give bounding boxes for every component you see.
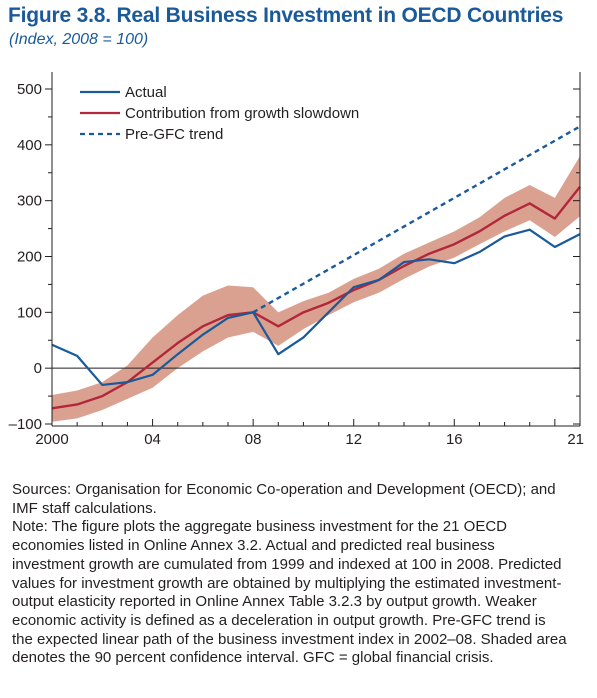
legend-label: Actual <box>125 84 167 101</box>
note-text: Note: The figure plots the aggregate bus… <box>12 518 567 667</box>
line-chart: –100 0 100 200 300 400 500 2000 04 08 12 16 21 Actu… <box>9 72 584 448</box>
sources-text: Sources: Organisation for Economic Co-op… <box>12 481 556 517</box>
plot-area <box>51 125 581 422</box>
y-tick-label: 0 <box>34 360 42 377</box>
y-tick-label: 100 <box>17 304 42 321</box>
x-tick-label: 16 <box>446 431 463 448</box>
confidence-band <box>52 156 580 422</box>
figure-subtitle: (Index, 2008 = 100) <box>9 31 149 48</box>
y-tick-label: –100 <box>9 416 42 433</box>
x-tick-label: 21 <box>567 431 584 448</box>
figure-notes: Sources: Organisation for Economic Co-op… <box>12 481 592 668</box>
series-line-actual <box>51 228 581 387</box>
y-tick-label: 300 <box>17 193 42 210</box>
x-tick-label: 04 <box>144 431 161 448</box>
legend-label: Pre-GFC trend <box>125 126 223 143</box>
legend: Actual Contribution from growth slowdown P… <box>80 84 359 143</box>
legend-label: Contribution from growth slowdown <box>125 105 359 122</box>
y-tick-label: 500 <box>17 81 42 98</box>
figure-title: Figure 3.8. Real Business Investment in … <box>8 4 564 27</box>
x-tick-label: 08 <box>245 431 262 448</box>
x-axis: 2000 04 08 12 16 21 <box>35 419 584 448</box>
y-tick-label: 400 <box>17 137 42 154</box>
y-axis-right <box>573 72 581 426</box>
y-axis-left: –100 0 100 200 300 400 500 <box>9 72 53 433</box>
y-tick-label: 200 <box>17 249 42 266</box>
x-tick-label: 12 <box>345 431 362 448</box>
x-tick-label: 2000 <box>35 431 68 448</box>
series-line-growth-slowdown <box>51 185 581 410</box>
